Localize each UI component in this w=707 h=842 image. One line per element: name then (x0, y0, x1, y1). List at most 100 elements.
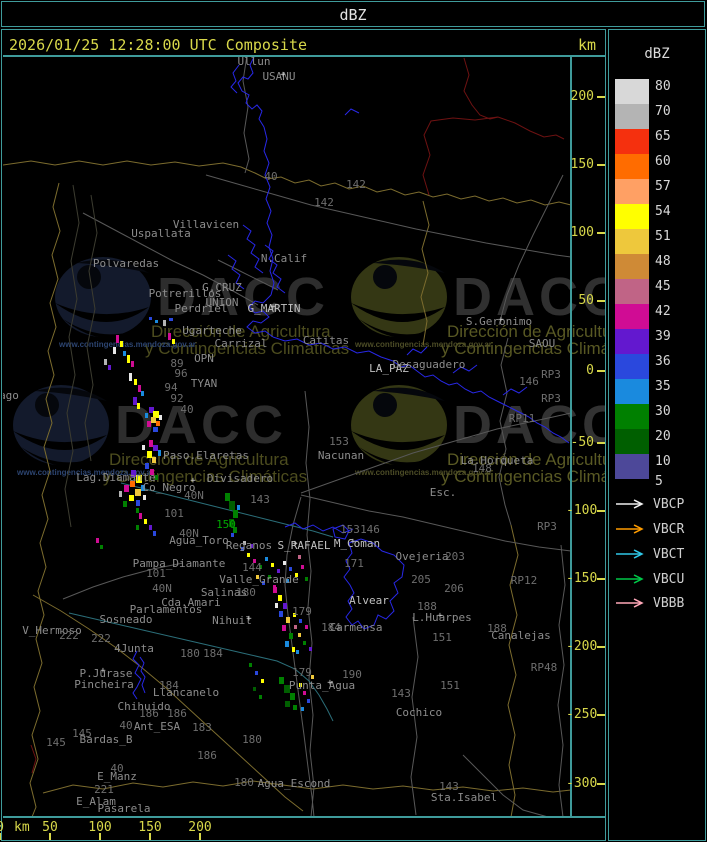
radar-echo (152, 457, 156, 463)
title-bar: dBZ (1, 1, 705, 27)
radar-echo (233, 510, 238, 518)
radar-echo (120, 341, 123, 347)
place-label: 40N (184, 489, 204, 502)
radar-echo (262, 581, 265, 585)
place-label: Paso.Elaretas (163, 449, 249, 462)
radar-echo (295, 573, 298, 577)
place-label: Cda.Amari (161, 596, 221, 609)
radar-echo (149, 525, 152, 530)
place-label: Alvear (349, 594, 389, 607)
place-label: Valle_Grande (219, 573, 298, 586)
place-label: 143 (250, 493, 270, 506)
watermark-line2: y Contingencias Climáticas (145, 339, 349, 358)
radar-echo (285, 701, 290, 707)
watermark-name: DACC (453, 395, 606, 455)
watermark-line2: y Contingencias Climáticas (441, 467, 606, 486)
place-label: S.Geronimo (466, 315, 532, 328)
radar-map: DACC Dirección de Agricultura y Contingenc… (2, 54, 606, 819)
place-label: 188 (487, 622, 507, 635)
radar-echo (136, 525, 139, 530)
colorbar-value: 36 (655, 354, 671, 369)
radar-echo (307, 699, 310, 703)
place-label: 148 (472, 462, 492, 475)
radar-echo (243, 541, 246, 545)
place-label: E_Manz (97, 770, 137, 783)
colorbar-swatch (615, 279, 649, 304)
place-label: Carmensa (330, 621, 383, 634)
place-label: RP3 (541, 368, 561, 381)
town-marker: + (437, 611, 443, 621)
place-label: OPN (194, 352, 214, 365)
place-label: 206 (444, 582, 464, 595)
radar-echo (151, 417, 156, 423)
place-label: Chihuido (118, 700, 171, 713)
place-label: Nihuil (212, 614, 252, 627)
radar-echo (282, 625, 286, 631)
radar-echo (138, 385, 141, 392)
radar-echo (293, 705, 297, 710)
radar-echo (279, 677, 284, 684)
radar-echo (305, 577, 308, 581)
colorbar-value: 51 (655, 229, 671, 244)
radar-echo (100, 545, 103, 549)
radar-echo (271, 563, 274, 567)
place-label: 205 (411, 573, 431, 586)
radar-echo (289, 567, 292, 571)
vector-arrow-icon (616, 549, 644, 559)
radar-echo (284, 685, 290, 693)
place-label: 186 (167, 707, 187, 720)
radar-echo (225, 493, 230, 501)
radar-echo (303, 691, 306, 695)
place-label: 144 (242, 561, 262, 574)
colorbar-value: 39 (655, 329, 671, 344)
colorbar-swatch (615, 429, 649, 454)
radar-echo (130, 481, 135, 487)
place-label: 190 (342, 668, 362, 681)
place-label: G_MARTIN (248, 302, 301, 315)
place-label: RP48 (531, 661, 558, 674)
place-label: La.Horqueta (461, 454, 534, 467)
place-label: Desaguadero (393, 358, 466, 371)
colorbar-value: 65 (655, 129, 671, 144)
place-label: Agua_Toro (169, 534, 229, 547)
place-label: Villavicen (173, 218, 239, 231)
radar-echo (229, 519, 234, 527)
watermark-line1: Dirección de Agricultura (447, 450, 606, 469)
radar-echo (229, 501, 235, 510)
radar-echo (303, 641, 306, 645)
radar-echo (299, 619, 302, 623)
radar-echo (135, 489, 141, 496)
radar-echo (145, 413, 148, 418)
radar-echo (136, 508, 139, 513)
radar-echo (237, 505, 240, 510)
place-label: 40 (119, 719, 132, 732)
place-label: Cochico (396, 706, 442, 719)
colorbar-swatch (615, 229, 649, 254)
radar-echo-layer (96, 317, 314, 711)
vertical-axis-unit: km (578, 36, 597, 54)
place-label: 142 (346, 178, 366, 191)
radar-echo (296, 650, 299, 654)
town-marker: + (270, 302, 276, 312)
town-marker: + (246, 614, 252, 624)
radar-echo (153, 445, 158, 451)
radar-echo (265, 557, 268, 561)
radar-echo (283, 561, 286, 565)
place-label: 184 (159, 679, 179, 692)
vector-legend-item: VBCP (615, 497, 705, 512)
radar-echo (293, 613, 296, 617)
radar-echo (136, 475, 142, 483)
place-label: Parlamentos (130, 603, 203, 616)
radar-echo (301, 565, 304, 569)
place-label: RP11 (509, 412, 536, 425)
place-label: Divisadero (207, 472, 273, 485)
town-marker: + (100, 666, 106, 676)
watermark-line1: Dirección de Agricultura (151, 322, 331, 341)
radar-echo (301, 707, 304, 711)
radar-echo (147, 421, 151, 427)
place-label: 89 (170, 357, 183, 370)
colorbar-swatch (615, 79, 649, 104)
colorbar-swatch (615, 379, 649, 404)
